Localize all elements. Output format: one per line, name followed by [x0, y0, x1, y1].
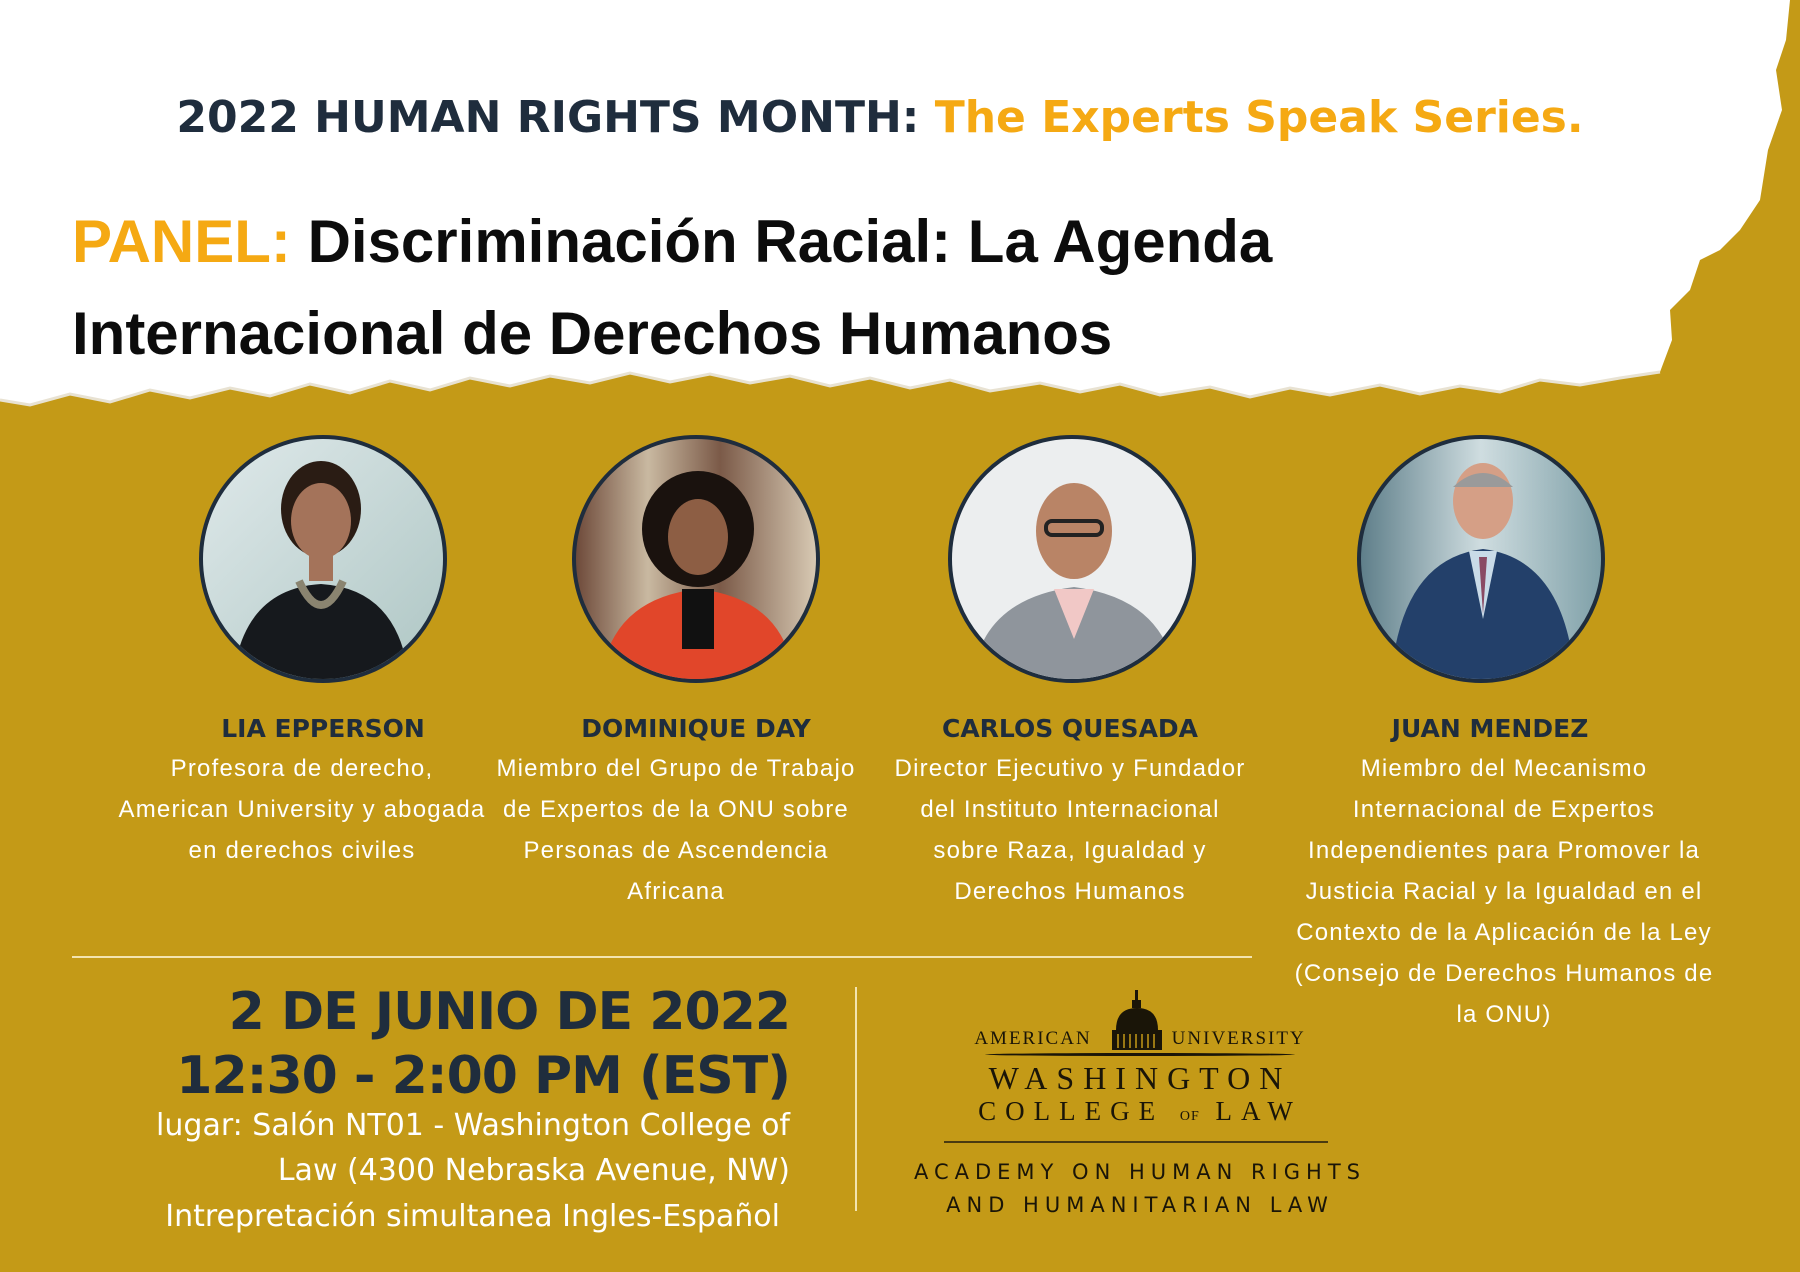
logo-law: LAW: [1215, 1096, 1302, 1126]
series-name: The Experts Speak Series.: [934, 92, 1584, 143]
logo-rule: [985, 1053, 1295, 1056]
panel-label: PANEL:: [72, 208, 291, 275]
event-interpretation: Intrepretación simultanea Ingles-Español: [165, 1199, 780, 1234]
speaker-photo-carlos-quesada: [948, 435, 1196, 683]
speaker-description: Miembro del Mecanismo Internacional de E…: [1294, 755, 1714, 1028]
logo-american: AMERICAN: [974, 1028, 1092, 1049]
logo-divider: [944, 1141, 1328, 1143]
speaker-photo-lia-epperson: [199, 435, 447, 683]
event-date: 2 DE JUNIO DE 2022: [228, 982, 791, 1042]
logo-college-of-law: COLLEGE OF LAW: [880, 1096, 1400, 1127]
speaker-description: Profesora de derecho, American Universit…: [118, 755, 486, 864]
academy-line-1: ACADEMY ON HUMAN RIGHTS: [913, 1160, 1367, 1184]
speaker-description: Miembro del Grupo de Trabajo de Expertos…: [496, 755, 856, 905]
logo-of: OF: [1179, 1109, 1200, 1124]
speaker-photo-juan-mendez: [1357, 435, 1605, 683]
speaker-name: CARLOS QUESADA: [941, 714, 1199, 743]
speaker-name: DOMINIQUE DAY: [581, 714, 811, 743]
speaker-description: Director Ejecutivo y Fundador del Instit…: [894, 755, 1246, 905]
logo-college: COLLEGE: [978, 1096, 1165, 1126]
series-prefix: 2022 HUMAN RIGHTS MONTH:: [176, 92, 920, 143]
vertical-divider: [855, 987, 857, 1211]
academy-line-2: AND HUMANITARIAN LAW: [946, 1193, 1334, 1217]
event-time: 12:30 - 2:00 PM (EST): [176, 1046, 791, 1106]
speaker-name: JUAN MENDEZ: [1391, 714, 1589, 743]
panel-title-text: Discriminación Racial: La Agenda Interna…: [72, 208, 1273, 367]
panel-title: PANEL: Discriminación Racial: La Agenda …: [72, 196, 1572, 380]
logo-washington: WASHINGTON: [988, 1060, 1292, 1096]
speaker-name: LIA EPPERSON: [221, 714, 425, 743]
divider: [72, 956, 1252, 958]
logo-american-university: AMERICAN UNIVERSITY: [880, 1028, 1400, 1050]
logo-university: UNIVERSITY: [1171, 1028, 1306, 1049]
capitol-dome-icon: [1112, 990, 1162, 1050]
series-title: 2022 HUMAN RIGHTS MONTH: The Experts Spe…: [0, 92, 1760, 143]
speaker-photo-dominique-day: [572, 435, 820, 683]
event-venue: lugar: Salón NT01 - Washington College o…: [156, 1108, 790, 1143]
event-venue-address: Law (4300 Nebraska Avenue, NW): [277, 1153, 790, 1188]
